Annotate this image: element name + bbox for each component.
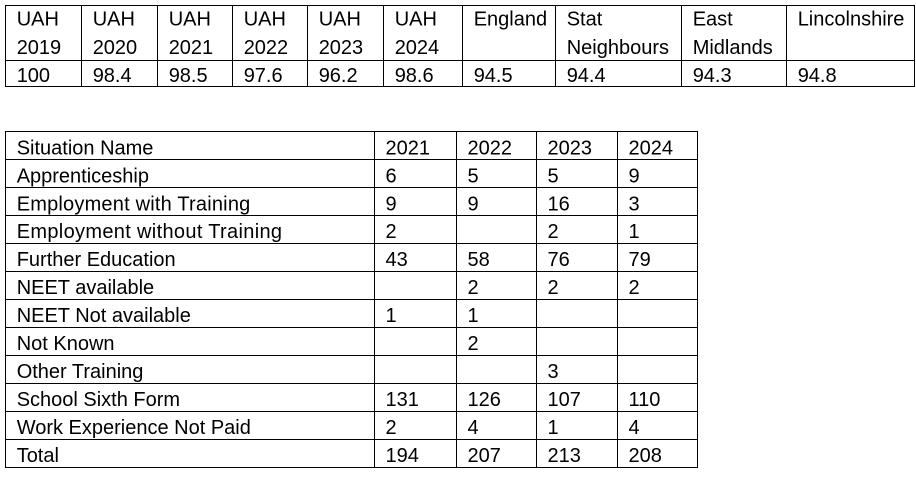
svg-text:5: 5 (468, 165, 479, 187)
svg-text:2023: 2023 (319, 37, 364, 59)
svg-text:58: 58 (468, 249, 490, 271)
svg-text:Stat: Stat (567, 9, 603, 31)
svg-text:2024: 2024 (629, 137, 674, 159)
svg-text:2023: 2023 (548, 137, 593, 159)
svg-text:Further Education: Further Education (17, 249, 176, 271)
svg-text:131: 131 (386, 389, 419, 411)
svg-text:4: 4 (468, 417, 479, 439)
svg-text:Neighbours: Neighbours (567, 37, 669, 59)
svg-text:Employment with Training: Employment with Training (17, 193, 251, 215)
svg-text:6: 6 (386, 165, 397, 187)
svg-text:2: 2 (629, 277, 640, 299)
svg-text:207: 207 (468, 445, 501, 467)
svg-text:2024: 2024 (395, 37, 440, 59)
svg-text:2: 2 (548, 221, 559, 243)
svg-text:2022: 2022 (244, 37, 289, 59)
svg-text:1: 1 (629, 221, 640, 243)
svg-text:UAH: UAH (319, 9, 361, 31)
svg-text:96.2: 96.2 (319, 65, 358, 87)
svg-text:2019: 2019 (17, 37, 62, 59)
svg-text:5: 5 (548, 165, 559, 187)
svg-text:97.6: 97.6 (244, 65, 283, 87)
svg-text:Lincolnshire: Lincolnshire (798, 9, 905, 31)
svg-text:UAH: UAH (244, 9, 286, 31)
svg-text:UAH: UAH (17, 9, 59, 31)
svg-text:9: 9 (386, 193, 397, 215)
svg-text:9: 9 (629, 165, 640, 187)
svg-text:107: 107 (548, 389, 581, 411)
svg-text:100: 100 (17, 65, 50, 87)
svg-text:110: 110 (629, 389, 661, 411)
svg-text:126: 126 (468, 389, 501, 411)
svg-text:2: 2 (468, 333, 479, 355)
svg-text:98.6: 98.6 (395, 65, 434, 87)
svg-text:213: 213 (548, 445, 581, 467)
svg-text:England: England (474, 9, 547, 31)
svg-text:2022: 2022 (468, 137, 513, 159)
svg-text:Total: Total (17, 445, 59, 467)
svg-text:2: 2 (386, 221, 397, 243)
svg-text:School Sixth Form: School Sixth Form (17, 389, 180, 411)
svg-text:76: 76 (548, 249, 570, 271)
svg-text:Midlands: Midlands (693, 37, 773, 59)
svg-text:98.5: 98.5 (169, 65, 208, 87)
svg-text:3: 3 (548, 361, 559, 383)
svg-text:Not Known: Not Known (17, 333, 115, 355)
svg-text:2020: 2020 (93, 37, 138, 59)
svg-text:3: 3 (629, 193, 640, 215)
svg-text:UAH: UAH (93, 9, 135, 31)
svg-text:Other Training: Other Training (17, 361, 144, 383)
svg-text:Situation Name: Situation Name (17, 137, 154, 159)
svg-text:Work Experience Not Paid: Work Experience Not Paid (17, 417, 251, 439)
svg-text:2: 2 (386, 417, 397, 439)
svg-text:94.5: 94.5 (474, 65, 513, 87)
svg-text:2021: 2021 (386, 137, 431, 159)
svg-text:NEET Not available: NEET Not available (17, 305, 191, 327)
svg-text:16: 16 (548, 193, 570, 215)
svg-text:79: 79 (629, 249, 651, 271)
svg-text:94.4: 94.4 (567, 65, 606, 87)
svg-text:98.4: 98.4 (93, 65, 132, 87)
svg-text:NEET available: NEET available (17, 277, 154, 299)
svg-text:Apprenticeship: Apprenticeship (17, 165, 149, 187)
svg-text:4: 4 (629, 417, 640, 439)
svg-text:194: 194 (386, 445, 419, 467)
svg-text:94.3: 94.3 (693, 65, 732, 87)
svg-text:9: 9 (468, 193, 479, 215)
svg-text:94.8: 94.8 (798, 65, 837, 87)
svg-text:2: 2 (548, 277, 559, 299)
svg-text:1: 1 (468, 305, 479, 327)
svg-text:208: 208 (629, 445, 662, 467)
svg-text:1: 1 (386, 305, 397, 327)
svg-text:43: 43 (386, 249, 408, 271)
svg-text:UAH: UAH (395, 9, 437, 31)
svg-text:Employment without Training: Employment without Training (17, 221, 283, 243)
svg-text:1: 1 (548, 417, 559, 439)
svg-text:UAH: UAH (169, 9, 211, 31)
svg-text:East: East (693, 9, 733, 31)
svg-text:2: 2 (468, 277, 479, 299)
svg-text:2021: 2021 (169, 37, 214, 59)
